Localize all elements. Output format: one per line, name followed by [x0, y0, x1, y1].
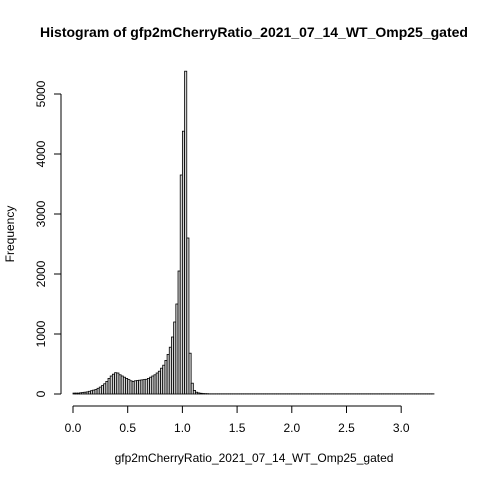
x-tick-label: 1.5: [229, 421, 246, 435]
histogram-bar: [188, 352, 192, 395]
histogram-bars: [72, 70, 435, 395]
histogram-bar: [184, 70, 188, 395]
histogram-bar: [186, 237, 190, 395]
y-axis: 0 1000 2000 3000 4000 5000: [34, 80, 62, 397]
x-tick-label: 0.5: [119, 421, 136, 435]
x-tick-label: 3.0: [393, 421, 410, 435]
y-axis-label: Frequency: [3, 206, 17, 263]
x-axis: 0.0 0.5 1.0 1.5 2.0 2.5 3.0: [65, 405, 410, 435]
y-tick-label: 0: [34, 390, 48, 397]
x-axis-label: gfp2mCherryRatio_2021_07_14_WT_Omp25_gat…: [115, 451, 394, 465]
x-tick-label: 2.5: [338, 421, 355, 435]
chart-title: Histogram of gfp2mCherryRatio_2021_07_14…: [40, 24, 468, 40]
y-tick-label: 3000: [34, 200, 48, 227]
y-tick-label: 5000: [34, 80, 48, 107]
x-tick-label: 1.0: [174, 421, 191, 435]
y-tick-label: 2000: [34, 260, 48, 287]
x-tick-label: 0.0: [65, 421, 82, 435]
y-tick-label: 1000: [34, 320, 48, 347]
histogram-bar: [190, 382, 194, 395]
x-tick-label: 2.0: [283, 421, 300, 435]
y-tick-label: 4000: [34, 140, 48, 167]
